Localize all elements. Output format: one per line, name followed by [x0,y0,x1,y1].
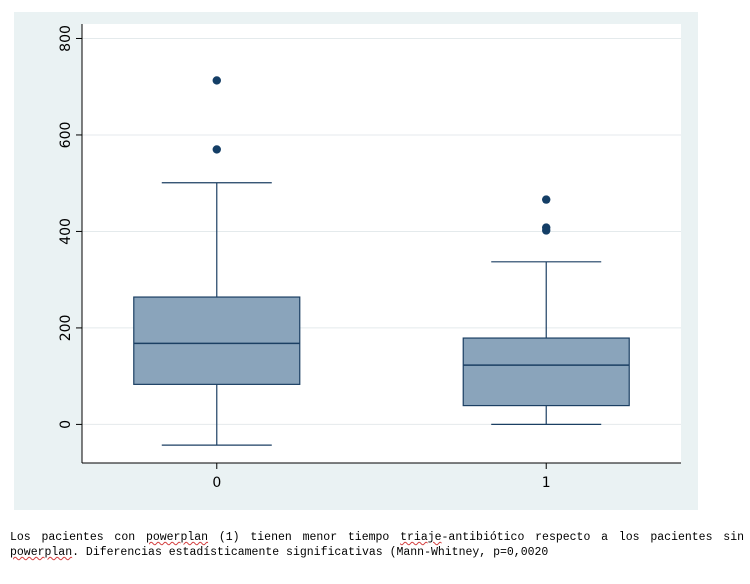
caption-text: . Diferencias estadísticamente significa… [72,546,549,559]
spellcheck-flagged-word: powerplan [10,546,73,559]
box-0 [133,296,301,385]
x-tick-label-0: 0 [212,475,221,491]
spellcheck-flagged-word: powerplan [145,531,209,544]
box-plot: 0 200 400 600 800 0 1 [14,12,698,510]
outlier-point-0-1 [212,76,221,85]
figure-caption: Los pacientes con powerplan (1) tienen m… [10,530,744,560]
y-tick-label-400: 400 [58,218,74,245]
y-tick-label-600: 600 [58,122,74,149]
outlier-point-0-0 [212,145,221,154]
x-tick-label-1: 1 [542,475,551,491]
spellcheck-flagged-word: triaje [400,531,442,544]
caption-text: (1) tienen menor tiempo [208,531,401,544]
caption-text: -antibiótico respecto a los pacientes si… [441,531,744,544]
y-tick-label-0: 0 [58,420,74,429]
y-tick-label-800: 800 [58,25,74,52]
outlier-point-1-1 [542,223,551,232]
box-plot-figure: 0 200 400 600 800 0 1 [14,12,698,510]
outlier-point-1-2 [542,195,551,204]
caption-text: Los pacientes con [10,531,146,544]
y-tick-label-200: 200 [58,315,74,342]
box-1 [462,337,630,407]
